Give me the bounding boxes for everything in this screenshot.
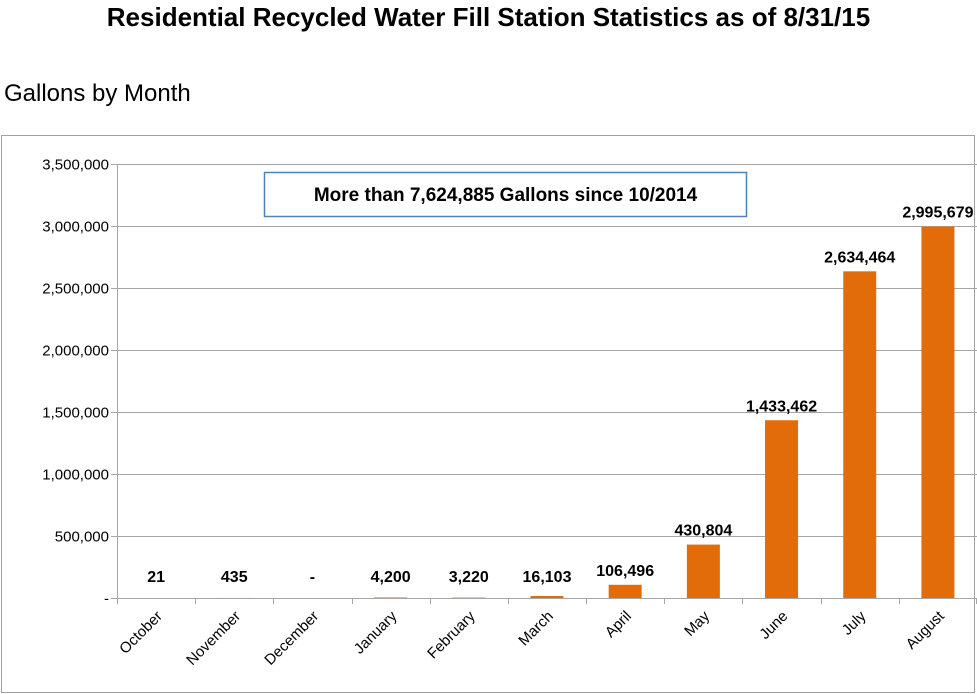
annotation-callout: More than 7,624,885 Gallons since 10/201… [263,171,748,218]
bar-june [765,420,799,598]
x-tick-label: April [602,608,635,641]
chart-frame [1,135,975,693]
bar-july [843,271,877,598]
y-tick-label: 3,500,000 [42,157,109,174]
annotation-text: More than 7,624,885 Gallons since 10/201… [314,185,698,206]
data-label: 3,220 [449,569,489,586]
bar-may [686,544,720,598]
gridlines [111,164,977,599]
y-tick-label: 2,000,000 [42,343,109,360]
x-axis-ticks: October November December January February Ma… [116,598,977,669]
x-tick-label: August [903,607,949,653]
y-tick-label: 500,000 [55,529,109,546]
chart-subtitle: Gallons by Month [4,80,191,107]
x-tick-label: October [116,608,166,658]
data-label: 2,634,464 [824,249,895,266]
y-axis-ticks: - 500,000 1,000,000 1,500,000 2,000,000 2,500… [42,157,109,608]
bar-january [374,597,408,598]
data-labels: 21 435 - 4,200 3,220 16,103 106,496 430,804 1,43… [147,205,973,586]
data-label: 4,200 [371,569,411,586]
bar-march [530,596,564,598]
y-tick-label: 3,000,000 [42,219,109,236]
x-tick-label: May [681,607,713,639]
x-tick-label: November [183,608,244,669]
y-tick-label: - [104,591,109,608]
data-label: 1,433,462 [746,398,817,415]
data-label: 430,804 [674,523,732,540]
bar-april [608,584,642,598]
data-label: 21 [147,569,165,586]
x-tick-label: June [756,608,791,643]
data-label: 435 [221,569,248,586]
data-label: 16,103 [523,569,572,586]
x-tick-label: February [424,607,479,662]
x-tick-label: December [261,608,322,669]
x-tick-label: March [515,608,556,649]
x-tick-label: January [351,607,401,657]
y-tick-label: 2,500,000 [42,281,109,298]
data-label: - [310,569,315,586]
data-label: 106,496 [596,563,654,580]
annotation-box [263,171,748,218]
chart-title: Residential Recycled Water Fill Station … [106,2,871,32]
bar-august [921,226,955,598]
bars [139,226,955,598]
y-tick-label: 1,500,000 [42,405,109,422]
data-label: 2,995,679 [902,205,973,222]
x-tick-label: July [839,607,870,638]
y-tick-label: 1,000,000 [42,467,109,484]
